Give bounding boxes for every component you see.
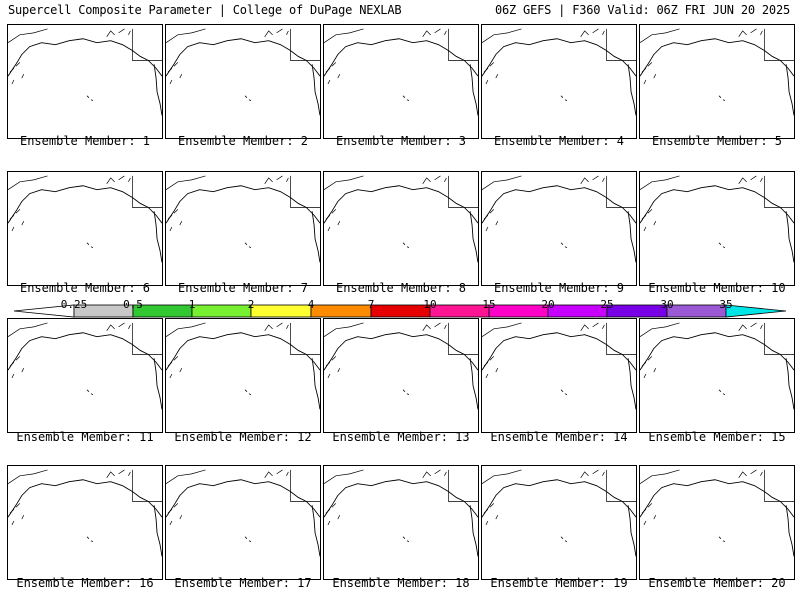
map-panel-member-5 [639,24,795,139]
member-label: Ensemble Member: 6 [19,281,151,295]
colorbar-segment [666,304,727,318]
map-panel-member-19 [481,465,637,580]
colorbar [13,304,787,318]
map-panel-member-14 [481,318,637,433]
member-label: Ensemble Member: 8 [335,281,467,295]
member-label: Ensemble Member: 14 [490,430,628,444]
colorbar-segment [547,304,608,318]
map-panel-member-17 [165,465,321,580]
map-panel-member-8 [323,171,479,286]
colorbar-segment [250,304,312,318]
colorbar-tick-label: 1 [188,298,196,311]
colorbar-tick-label: 0.25 [60,298,88,311]
colorbar-tick-label: 4 [307,298,315,311]
chart-title: Supercell Composite Parameter | College … [8,3,402,17]
member-label: Ensemble Member: 18 [332,576,470,590]
colorbar-tick-label: 15 [482,298,496,311]
colorbar-tick-label: 2 [247,298,255,311]
colorbar-segment [429,304,490,318]
colorbar-tick-label: 35 [719,298,733,311]
colorbar-segment [606,304,668,318]
colorbar-max-end [725,304,787,318]
colorbar-segment [370,304,431,318]
member-label: Ensemble Member: 11 [16,430,154,444]
colorbar-tick-label: 30 [660,298,674,311]
member-label: Ensemble Member: 5 [651,134,783,148]
colorbar-tick-label: 10 [423,298,437,311]
map-panel-member-15 [639,318,795,433]
map-panel-member-11 [7,318,163,433]
member-label: Ensemble Member: 7 [177,281,309,295]
colorbar-tick-label: 25 [600,298,614,311]
map-panel-member-12 [165,318,321,433]
member-label: Ensemble Member: 9 [493,281,625,295]
map-panel-member-10 [639,171,795,286]
map-panel-member-20 [639,465,795,580]
member-label: Ensemble Member: 1 [19,134,151,148]
member-label: Ensemble Member: 19 [490,576,628,590]
member-label: Ensemble Member: 2 [177,134,309,148]
member-label: Ensemble Member: 10 [648,281,786,295]
run-valid-time: 06Z GEFS | F360 Valid: 06Z FRI JUN 20 20… [494,3,790,17]
map-panel-member-2 [165,24,321,139]
member-label: Ensemble Member: 3 [335,134,467,148]
map-panel-member-9 [481,171,637,286]
map-panel-member-1 [7,24,163,139]
map-panel-member-18 [323,465,479,580]
member-label: Ensemble Member: 15 [648,430,786,444]
colorbar-tick-label: 7 [367,298,375,311]
map-panel-member-6 [7,171,163,286]
map-panel-member-4 [481,24,637,139]
map-panel-member-3 [323,24,479,139]
member-label: Ensemble Member: 4 [493,134,625,148]
member-label: Ensemble Member: 13 [332,430,470,444]
map-panel-member-13 [323,318,479,433]
colorbar-segment [191,304,252,318]
map-panel-member-16 [7,465,163,580]
member-label: Ensemble Member: 20 [648,576,786,590]
colorbar-tick-label: 0.5 [123,298,143,311]
member-label: Ensemble Member: 16 [16,576,154,590]
member-label: Ensemble Member: 12 [174,430,312,444]
member-label: Ensemble Member: 17 [174,576,312,590]
map-panel-member-7 [165,171,321,286]
colorbar-segment [488,304,549,318]
colorbar-segment [310,304,372,318]
colorbar-tick-label: 20 [541,298,555,311]
